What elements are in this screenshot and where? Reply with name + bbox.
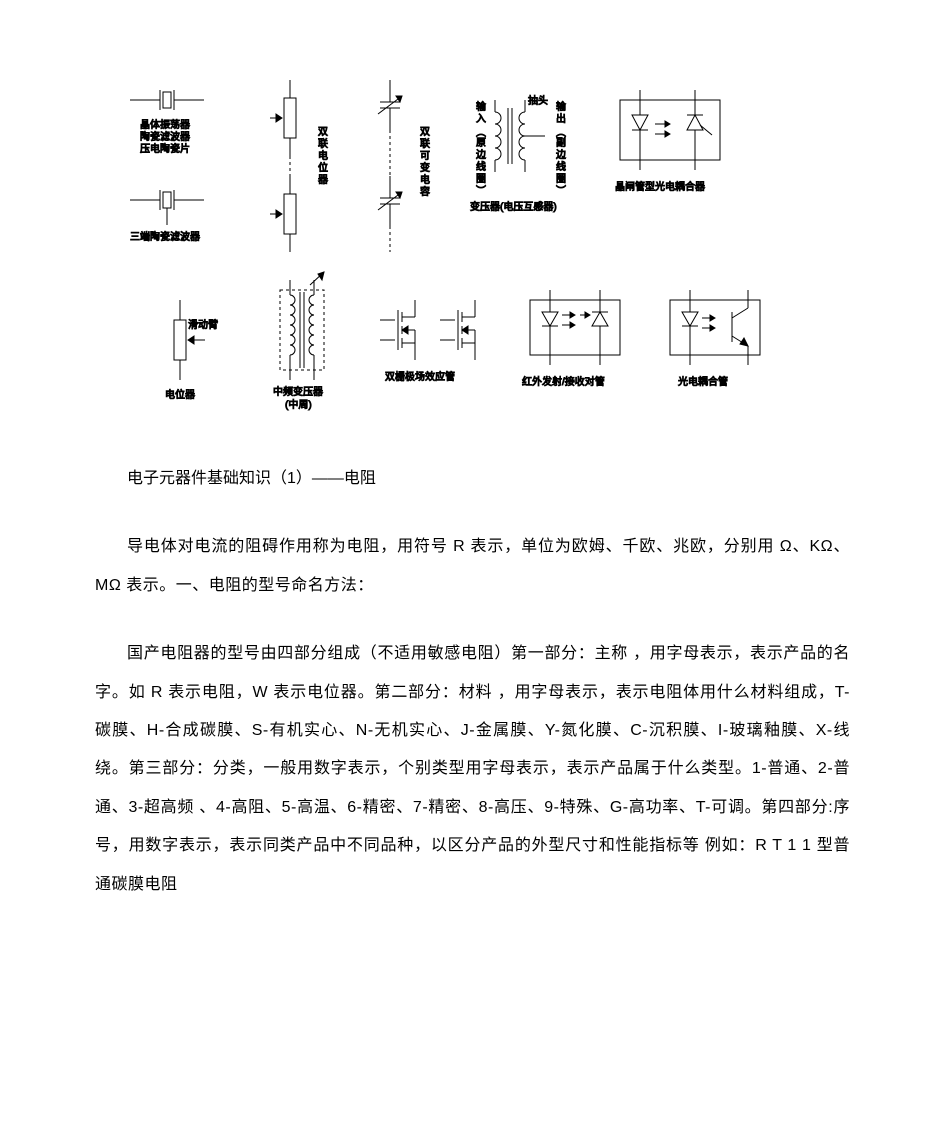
ir-pair-symbol	[530, 290, 620, 365]
three-terminal-filter-symbol	[130, 190, 204, 225]
transformer-input-2: 入	[476, 114, 486, 125]
potentiometer-arm-label: 滑动臂	[188, 318, 218, 331]
transformer-output-4: 副	[556, 137, 566, 149]
body-paragraph-1: 导电体对电流的阻碍作用称为电阻，用符号 R 表示，单位为欧姆、千欧、兆欧，分别用…	[95, 528, 850, 605]
transformer-output-7: 圈	[556, 173, 566, 185]
crystal-symbol	[130, 90, 204, 110]
potentiometer-symbol	[174, 300, 205, 380]
section-title: 电子元器件基础知识（1）——电阻	[95, 460, 850, 498]
dual-varcap-label-5: 电	[420, 173, 430, 186]
transformer-input-7: 圈	[476, 173, 486, 185]
dual-pot-label-5: 器	[318, 174, 328, 186]
dual-varcap-label-3: 可	[420, 151, 430, 162]
if-transformer-sub-label: (中周)	[285, 398, 312, 411]
transformer-input-8: ︶	[476, 185, 486, 197]
transformer-symbol	[495, 100, 545, 172]
schematic-diagram: 晶体振荡器 陶瓷滤波器 压电陶瓷片 三端陶瓷滤波器	[130, 80, 850, 420]
dual-pot-label-4: 位	[318, 161, 328, 174]
dual-varcap-label-6: 容	[420, 185, 430, 198]
dual-pot-label-2: 联	[318, 138, 328, 150]
if-transformer-symbol	[280, 272, 324, 380]
transformer-tap-label: 抽头	[528, 94, 548, 107]
transformer-input-6: 线	[476, 160, 486, 173]
opto-thyristor-label: 晶闸管型光电耦合器	[615, 180, 705, 193]
transformer-output-2: 出	[556, 112, 566, 125]
document-page: 晶体振荡器 陶瓷滤波器 压电陶瓷片 三端陶瓷滤波器	[0, 0, 945, 1123]
crystal-label-3: 压电陶瓷片	[140, 142, 190, 155]
dual-varcap-label-2: 联	[420, 138, 430, 150]
crystal-label-1: 晶体振荡器	[140, 118, 190, 131]
transformer-output-1: 输	[556, 100, 566, 113]
dual-mosfet-label: 双栅极场效应管	[385, 370, 455, 383]
crystal-label-2: 陶瓷滤波器	[140, 130, 190, 143]
transformer-output-5: 边	[556, 149, 566, 161]
three-terminal-filter-label: 三端陶瓷滤波器	[130, 230, 200, 243]
dual-pot-label-3: 电	[318, 149, 328, 162]
ir-pair-label: 红外发射/接收对管	[522, 375, 605, 388]
dual-mosfet-symbol	[380, 300, 475, 360]
transformer-input-4: 原	[476, 137, 486, 149]
dual-varcap-label-4: 变	[420, 161, 430, 174]
optocoupler-label: 光电耦合管	[678, 375, 728, 388]
if-transformer-label: 中频变压器	[273, 385, 323, 398]
transformer-output-6: 线	[556, 160, 566, 173]
optocoupler-symbol	[670, 290, 760, 365]
body-paragraph-2: 国产电阻器的型号由四部分组成（不适用敏感电阻）第一部分：主称 ，用字母表示，表示…	[95, 635, 850, 904]
dual-potentiometer-symbol	[270, 80, 296, 252]
potentiometer-label: 电位器	[165, 388, 195, 401]
dual-varcap-symbol	[378, 80, 402, 252]
opto-thyristor-symbol	[620, 90, 720, 170]
dual-varcap-label-1: 双	[420, 126, 430, 138]
transformer-input-5: 边	[476, 149, 486, 161]
transformer-name-label: 变压器(电压互感器)	[470, 200, 557, 213]
dual-pot-label-1: 双	[318, 126, 328, 138]
transformer-output-8: ︶	[556, 185, 566, 197]
transformer-input-1: 输	[476, 100, 486, 113]
